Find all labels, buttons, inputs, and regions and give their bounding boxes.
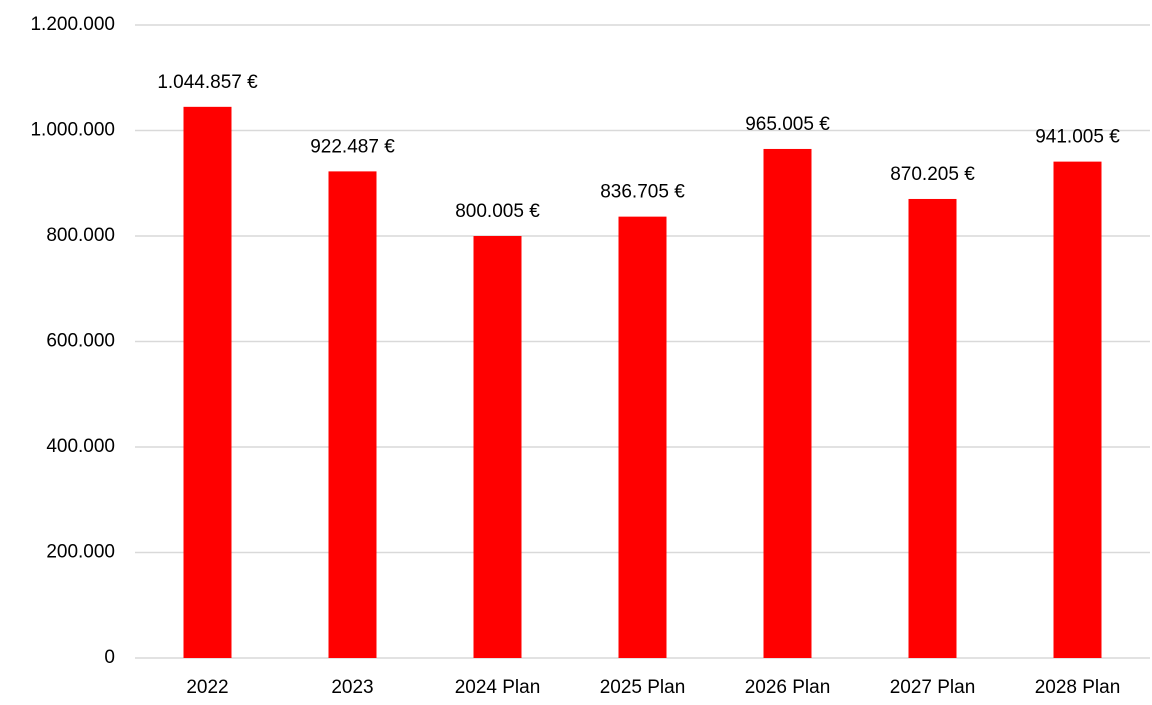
bar: [908, 198, 957, 658]
x-tick-label: 2023: [331, 677, 373, 698]
y-tick-label: 800.000: [46, 225, 115, 246]
data-label: 941.005 €: [1035, 127, 1120, 148]
data-label: 800.005 €: [455, 201, 540, 222]
data-label: 965.005 €: [745, 114, 830, 135]
y-tick-label: 1.000.000: [30, 120, 115, 141]
data-label: 1.044.857 €: [157, 72, 258, 93]
bar: [618, 216, 667, 658]
y-tick-label: 400.000: [46, 436, 115, 457]
bar: [183, 106, 232, 658]
x-tick-label: 2026 Plan: [745, 677, 831, 698]
y-tick-label: 200.000: [46, 542, 115, 563]
x-tick-label: 2025 Plan: [600, 677, 686, 698]
y-tick-label: 600.000: [46, 331, 115, 352]
y-tick-label: 0: [104, 647, 115, 668]
bar: [1053, 161, 1102, 658]
data-label: 922.487 €: [310, 136, 395, 157]
x-tick-label: 2024 Plan: [455, 677, 541, 698]
x-tick-label: 2028 Plan: [1035, 677, 1121, 698]
x-tick-label: 2027 Plan: [890, 677, 976, 698]
x-tick-label: 2022: [186, 677, 228, 698]
bar: [763, 148, 812, 658]
data-label: 836.705 €: [600, 182, 685, 203]
bar: [473, 235, 522, 658]
data-label: 870.205 €: [890, 164, 975, 185]
y-tick-label: 1.200.000: [30, 14, 115, 35]
bar: [328, 171, 377, 658]
